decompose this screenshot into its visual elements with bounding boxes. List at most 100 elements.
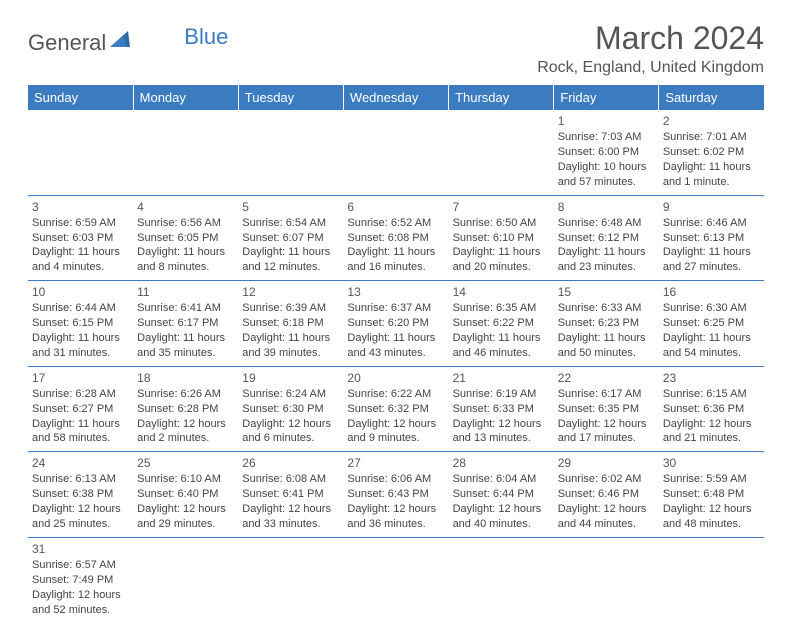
calendar-body: 1Sunrise: 7:03 AMSunset: 6:00 PMDaylight… xyxy=(28,110,764,622)
day-number: 12 xyxy=(242,284,339,300)
cell-line: Daylight: 12 hours xyxy=(558,417,655,432)
calendar-cell: 8Sunrise: 6:48 AMSunset: 6:12 PMDaylight… xyxy=(554,195,659,281)
cell-line: Sunset: 6:40 PM xyxy=(137,487,234,502)
cell-line: Sunrise: 6:08 AM xyxy=(242,472,339,487)
cell-line: Sunset: 6:00 PM xyxy=(558,145,655,160)
day-number: 21 xyxy=(453,370,550,386)
cell-line: Sunset: 6:10 PM xyxy=(453,231,550,246)
cell-line: and 44 minutes. xyxy=(558,517,655,532)
logo: General Blue xyxy=(28,30,228,56)
logo-sail-icon xyxy=(110,31,132,54)
calendar-cell: 5Sunrise: 6:54 AMSunset: 6:07 PMDaylight… xyxy=(238,195,343,281)
cell-line: Sunrise: 6:15 AM xyxy=(663,387,760,402)
calendar-cell-empty xyxy=(343,537,448,622)
cell-line: and 16 minutes. xyxy=(347,260,444,275)
cell-line: Sunrise: 6:37 AM xyxy=(347,301,444,316)
cell-line: Daylight: 12 hours xyxy=(32,502,129,517)
calendar-cell: 3Sunrise: 6:59 AMSunset: 6:03 PMDaylight… xyxy=(28,195,133,281)
cell-line: Daylight: 12 hours xyxy=(242,417,339,432)
day-number: 22 xyxy=(558,370,655,386)
weekday-header: Thursday xyxy=(449,85,554,110)
cell-line: Sunset: 6:03 PM xyxy=(32,231,129,246)
day-number: 29 xyxy=(558,455,655,471)
cell-line: Sunset: 7:49 PM xyxy=(32,573,129,588)
cell-line: Daylight: 12 hours xyxy=(32,588,129,603)
calendar-cell: 15Sunrise: 6:33 AMSunset: 6:23 PMDayligh… xyxy=(554,281,659,367)
cell-line: Sunset: 6:36 PM xyxy=(663,402,760,417)
cell-line: Sunrise: 6:59 AM xyxy=(32,216,129,231)
cell-line: Daylight: 11 hours xyxy=(663,160,760,175)
logo-general-text: General xyxy=(28,30,106,56)
day-number: 11 xyxy=(137,284,234,300)
cell-line: and 21 minutes. xyxy=(663,431,760,446)
cell-line: and 58 minutes. xyxy=(32,431,129,446)
calendar-cell: 14Sunrise: 6:35 AMSunset: 6:22 PMDayligh… xyxy=(449,281,554,367)
logo-blue-text: Blue xyxy=(184,24,228,50)
cell-line: Daylight: 11 hours xyxy=(347,245,444,260)
day-number: 13 xyxy=(347,284,444,300)
calendar-cell: 28Sunrise: 6:04 AMSunset: 6:44 PMDayligh… xyxy=(449,452,554,538)
day-number: 2 xyxy=(663,113,760,129)
cell-line: Daylight: 11 hours xyxy=(347,331,444,346)
cell-line: Sunset: 6:13 PM xyxy=(663,231,760,246)
weekday-header: Monday xyxy=(133,85,238,110)
title-block: March 2024 Rock, England, United Kingdom xyxy=(537,20,764,77)
cell-line: Daylight: 12 hours xyxy=(453,417,550,432)
cell-line: Sunrise: 6:24 AM xyxy=(242,387,339,402)
calendar-cell: 30Sunrise: 5:59 AMSunset: 6:48 PMDayligh… xyxy=(659,452,764,538)
day-number: 9 xyxy=(663,199,760,215)
cell-line: Daylight: 12 hours xyxy=(453,502,550,517)
cell-line: and 9 minutes. xyxy=(347,431,444,446)
cell-line: Sunrise: 6:02 AM xyxy=(558,472,655,487)
cell-line: Sunrise: 6:41 AM xyxy=(137,301,234,316)
calendar-cell: 24Sunrise: 6:13 AMSunset: 6:38 PMDayligh… xyxy=(28,452,133,538)
calendar-cell: 25Sunrise: 6:10 AMSunset: 6:40 PMDayligh… xyxy=(133,452,238,538)
cell-line: Sunset: 6:33 PM xyxy=(453,402,550,417)
cell-line: Sunrise: 7:03 AM xyxy=(558,130,655,145)
cell-line: Sunrise: 6:04 AM xyxy=(453,472,550,487)
cell-line: Daylight: 12 hours xyxy=(137,417,234,432)
calendar-row: 10Sunrise: 6:44 AMSunset: 6:15 PMDayligh… xyxy=(28,281,764,367)
day-number: 25 xyxy=(137,455,234,471)
cell-line: and 29 minutes. xyxy=(137,517,234,532)
calendar-cell-empty xyxy=(238,537,343,622)
day-number: 20 xyxy=(347,370,444,386)
calendar-cell: 16Sunrise: 6:30 AMSunset: 6:25 PMDayligh… xyxy=(659,281,764,367)
day-number: 10 xyxy=(32,284,129,300)
cell-line: Daylight: 11 hours xyxy=(32,331,129,346)
calendar-cell: 19Sunrise: 6:24 AMSunset: 6:30 PMDayligh… xyxy=(238,366,343,452)
cell-line: Sunrise: 6:39 AM xyxy=(242,301,339,316)
cell-line: and 35 minutes. xyxy=(137,346,234,361)
cell-line: Daylight: 12 hours xyxy=(558,502,655,517)
cell-line: Sunset: 6:02 PM xyxy=(663,145,760,160)
day-number: 16 xyxy=(663,284,760,300)
cell-line: and 17 minutes. xyxy=(558,431,655,446)
cell-line: Daylight: 12 hours xyxy=(242,502,339,517)
cell-line: Daylight: 11 hours xyxy=(453,331,550,346)
cell-line: and 46 minutes. xyxy=(453,346,550,361)
calendar-cell-empty xyxy=(343,110,448,195)
calendar-row: 24Sunrise: 6:13 AMSunset: 6:38 PMDayligh… xyxy=(28,452,764,538)
calendar-cell: 31Sunrise: 6:57 AMSunset: 7:49 PMDayligh… xyxy=(28,537,133,622)
cell-line: Sunrise: 6:48 AM xyxy=(558,216,655,231)
cell-line: and 39 minutes. xyxy=(242,346,339,361)
cell-line: Sunrise: 6:28 AM xyxy=(32,387,129,402)
day-number: 14 xyxy=(453,284,550,300)
day-number: 19 xyxy=(242,370,339,386)
cell-line: Sunset: 6:15 PM xyxy=(32,316,129,331)
cell-line: and 1 minute. xyxy=(663,175,760,190)
cell-line: Sunset: 6:38 PM xyxy=(32,487,129,502)
calendar-cell-empty xyxy=(659,537,764,622)
cell-line: Sunrise: 6:35 AM xyxy=(453,301,550,316)
calendar-cell: 22Sunrise: 6:17 AMSunset: 6:35 PMDayligh… xyxy=(554,366,659,452)
cell-line: Sunrise: 6:26 AM xyxy=(137,387,234,402)
day-number: 28 xyxy=(453,455,550,471)
cell-line: Sunset: 6:07 PM xyxy=(242,231,339,246)
cell-line: Sunset: 6:48 PM xyxy=(663,487,760,502)
cell-line: and 4 minutes. xyxy=(32,260,129,275)
cell-line: and 54 minutes. xyxy=(663,346,760,361)
cell-line: Sunset: 6:27 PM xyxy=(32,402,129,417)
day-number: 15 xyxy=(558,284,655,300)
cell-line: Sunset: 6:32 PM xyxy=(347,402,444,417)
cell-line: Daylight: 11 hours xyxy=(242,245,339,260)
